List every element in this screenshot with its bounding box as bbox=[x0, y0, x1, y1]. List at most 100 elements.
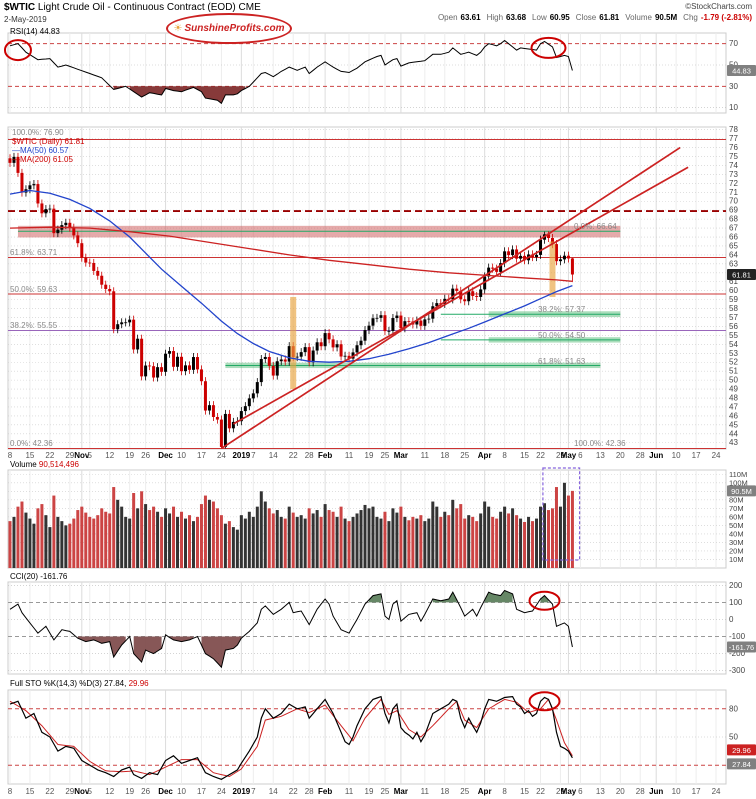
x-tick: 29 bbox=[65, 787, 75, 796]
svg-text:61: 61 bbox=[729, 277, 738, 286]
fib-label: 38.2%: 55.55 bbox=[10, 321, 58, 331]
x-tick: 5 bbox=[87, 787, 92, 796]
price-main-label: $WTIC (Daily) 61.81 bbox=[12, 137, 85, 146]
x-tick: 24 bbox=[711, 787, 721, 796]
svg-text:64: 64 bbox=[729, 250, 738, 259]
svg-text:-161.76: -161.76 bbox=[729, 643, 754, 652]
x-tick: Feb bbox=[317, 451, 333, 460]
x-tick: 25 bbox=[380, 787, 390, 796]
x-tick: 22 bbox=[536, 451, 545, 460]
svg-text:51: 51 bbox=[729, 367, 738, 376]
x-axis-bottom: 8 15 22 29 Nov 5 12 19 26 Dec 10 17 24 2019 7 14 22 28 Feb… bbox=[0, 787, 756, 797]
x-tick: 25 bbox=[460, 451, 470, 460]
svg-text:72: 72 bbox=[729, 179, 738, 188]
sto-d-value: 29.96 bbox=[128, 679, 149, 688]
svg-text:68: 68 bbox=[729, 215, 738, 224]
x-tick: 20 bbox=[615, 451, 625, 460]
x-tick: 11 bbox=[420, 787, 429, 796]
x-tick: 15 bbox=[520, 787, 529, 796]
x-tick: 11 bbox=[420, 451, 429, 460]
x-tick: Mar bbox=[393, 451, 408, 460]
x-tick: 15 bbox=[25, 787, 35, 796]
svg-text:76: 76 bbox=[729, 143, 738, 152]
svg-text:90.5M: 90.5M bbox=[731, 487, 752, 496]
x-tick: 13 bbox=[595, 787, 605, 796]
svg-text:80: 80 bbox=[729, 704, 738, 713]
fib-label: 50.0%: 54.50 bbox=[538, 330, 586, 340]
x-tick: 8 bbox=[7, 787, 13, 796]
x-tick: 10 bbox=[671, 451, 681, 460]
svg-text:44: 44 bbox=[729, 429, 738, 438]
x-tick: Mar bbox=[393, 787, 408, 796]
x-tick: Feb bbox=[317, 787, 333, 796]
svg-text:50M: 50M bbox=[729, 521, 744, 530]
sto-title: Full STO %K(14,3) %D(3) 27.84, 29.96 bbox=[10, 679, 149, 688]
svg-text:73: 73 bbox=[729, 170, 738, 179]
x-tick: 15 bbox=[520, 451, 529, 460]
x-tick: 22 bbox=[288, 451, 298, 460]
fib-label: 61.8%: 63.71 bbox=[10, 248, 58, 258]
x-tick: Nov bbox=[74, 787, 90, 796]
x-tick: 28 bbox=[635, 451, 645, 460]
cci-title: CCI(20) -161.76 bbox=[10, 572, 68, 581]
fib-label: 100.0%: 42.36 bbox=[574, 439, 626, 449]
svg-text:200: 200 bbox=[729, 581, 743, 590]
x-tick: 11 bbox=[344, 451, 354, 460]
chart-header: $WTIC Light Crude Oil - Continuous Contr… bbox=[4, 2, 261, 13]
x-tick: 17 bbox=[691, 787, 701, 796]
sunshine-profits-logo: ☀ SunshineProfits.com bbox=[166, 13, 292, 44]
svg-text:78: 78 bbox=[729, 125, 738, 134]
svg-text:53: 53 bbox=[729, 349, 738, 358]
svg-text:52: 52 bbox=[729, 358, 738, 367]
svg-text:50: 50 bbox=[729, 733, 738, 742]
quote-label: High bbox=[486, 13, 504, 22]
x-tick: 29 bbox=[556, 451, 565, 460]
x-tick: 8 bbox=[502, 451, 507, 460]
ticker-symbol: $WTIC bbox=[4, 2, 36, 13]
svg-text:47: 47 bbox=[729, 402, 738, 411]
svg-text:67: 67 bbox=[729, 224, 738, 233]
volume-label: Volume bbox=[10, 460, 37, 469]
x-tick: 12 bbox=[105, 451, 115, 460]
quote-value: 63.61 bbox=[460, 13, 481, 22]
quote-row: Open 63.61 High 63.68 Low 60.95 Close 61.81 Volu… bbox=[432, 13, 752, 22]
quote-value: 60.95 bbox=[549, 13, 570, 22]
ma200-label: —MA(200) 61.05 bbox=[12, 155, 73, 164]
svg-text:60M: 60M bbox=[729, 512, 744, 521]
x-tick: 13 bbox=[595, 451, 605, 460]
fib-label: 50.0%: 59.63 bbox=[10, 284, 58, 294]
svg-text:10M: 10M bbox=[729, 555, 744, 564]
svg-text:20M: 20M bbox=[729, 546, 744, 555]
svg-text:44.83: 44.83 bbox=[732, 67, 751, 76]
copyright: ©StockCharts.com bbox=[685, 2, 752, 11]
svg-text:40M: 40M bbox=[729, 529, 744, 538]
svg-text:57: 57 bbox=[729, 313, 738, 322]
x-tick: 22 bbox=[45, 787, 55, 796]
x-tick: 22 bbox=[536, 787, 545, 796]
svg-text:58: 58 bbox=[729, 304, 738, 313]
x-tick: 7 bbox=[251, 451, 256, 460]
svg-text:69: 69 bbox=[729, 206, 738, 215]
svg-text:70: 70 bbox=[729, 197, 738, 206]
svg-text:29.96: 29.96 bbox=[732, 746, 751, 755]
quote-label: Close bbox=[575, 13, 597, 22]
x-axis-mid: 8 15 22 29 Nov 5 12 19 26 Dec 10 17 24 2019 7 14 22 28 Feb… bbox=[0, 451, 756, 461]
quote-value: -1.79 (-2.81%) bbox=[700, 13, 752, 22]
x-tick: May bbox=[560, 787, 577, 796]
quote-label: Volume bbox=[625, 13, 652, 22]
x-tick: 25 bbox=[380, 451, 390, 460]
x-tick: Jun bbox=[649, 787, 664, 796]
fib-label: 38.2%: 57.37 bbox=[538, 305, 586, 315]
x-tick: Dec bbox=[158, 451, 173, 460]
ma50-label: —MA(50) 60.57 bbox=[12, 146, 69, 155]
x-tick: 10 bbox=[671, 787, 681, 796]
svg-text:10: 10 bbox=[729, 103, 738, 112]
svg-text:50: 50 bbox=[729, 61, 738, 70]
logo-text: SunshineProfits.com bbox=[184, 23, 285, 34]
svg-text:61.81: 61.81 bbox=[732, 270, 751, 279]
svg-text:50: 50 bbox=[729, 376, 738, 385]
svg-text:100M: 100M bbox=[729, 478, 748, 487]
quote-label: Chg bbox=[683, 13, 698, 22]
